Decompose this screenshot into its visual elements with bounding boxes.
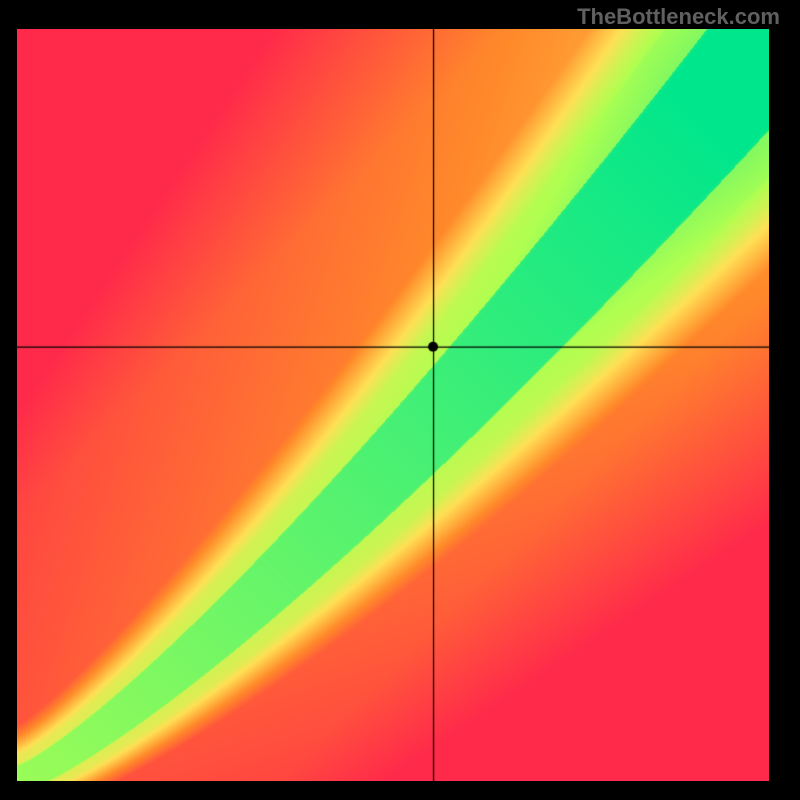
- watermark-text: TheBottleneck.com: [577, 4, 780, 30]
- chart-container: TheBottleneck.com: [0, 0, 800, 800]
- heatmap-canvas: [17, 29, 769, 781]
- heatmap-plot: [17, 29, 769, 781]
